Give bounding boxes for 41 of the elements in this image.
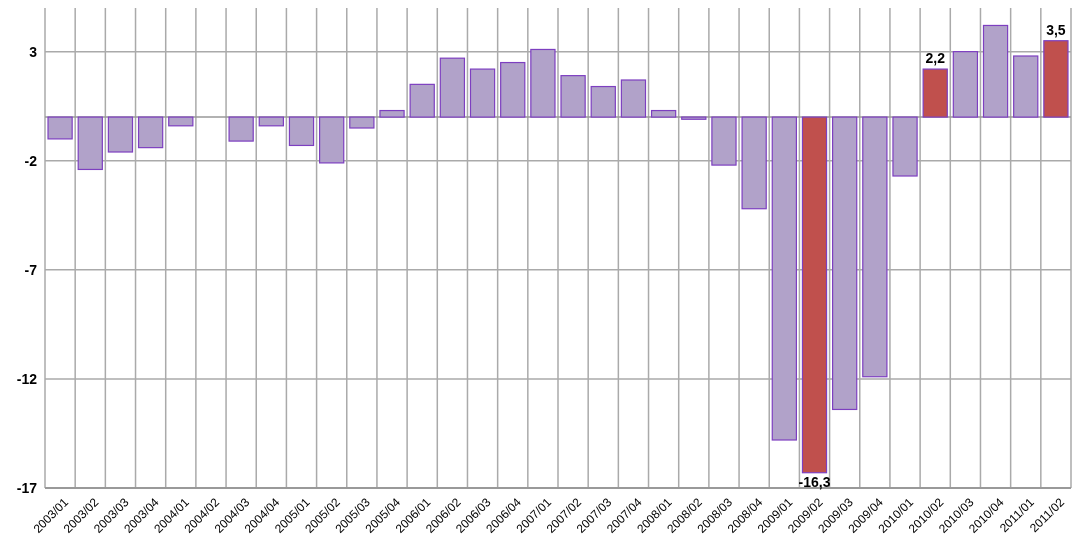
bar bbox=[832, 116, 858, 411]
bar bbox=[168, 116, 194, 127]
y-tick-label: -17 bbox=[16, 479, 38, 496]
bar bbox=[922, 68, 948, 118]
bar bbox=[560, 75, 586, 118]
bar bbox=[771, 116, 797, 441]
bar bbox=[650, 109, 677, 118]
y-tick-label: 3 bbox=[29, 43, 38, 60]
bar bbox=[137, 116, 164, 149]
bar bbox=[439, 57, 466, 118]
bar bbox=[288, 116, 315, 147]
bar bbox=[862, 116, 888, 378]
bar bbox=[801, 116, 828, 474]
bar bbox=[892, 116, 918, 177]
y-tick-label: -2 bbox=[24, 152, 38, 169]
bar bbox=[711, 116, 737, 166]
data-label: -16,3 bbox=[798, 473, 831, 490]
bar bbox=[500, 61, 526, 118]
bar bbox=[620, 79, 647, 118]
bar bbox=[590, 85, 616, 118]
bar bbox=[741, 116, 767, 210]
bar bbox=[379, 109, 405, 118]
bar bbox=[1043, 40, 1069, 118]
bar bbox=[952, 51, 979, 118]
bar bbox=[530, 48, 556, 118]
bar bbox=[107, 116, 134, 153]
bar bbox=[228, 116, 254, 142]
bar bbox=[681, 116, 707, 120]
bar bbox=[982, 24, 1009, 118]
y-tick-label: -7 bbox=[24, 261, 38, 278]
data-label: 2,2 bbox=[925, 50, 946, 67]
y-tick-label: -12 bbox=[16, 370, 38, 387]
bar bbox=[319, 116, 345, 164]
bar bbox=[349, 116, 375, 129]
bar bbox=[77, 116, 103, 171]
bar bbox=[469, 68, 496, 118]
bar bbox=[1013, 55, 1039, 118]
bar bbox=[258, 116, 284, 127]
data-label: 3,5 bbox=[1046, 21, 1066, 38]
bar bbox=[409, 83, 435, 118]
bar bbox=[47, 116, 73, 140]
